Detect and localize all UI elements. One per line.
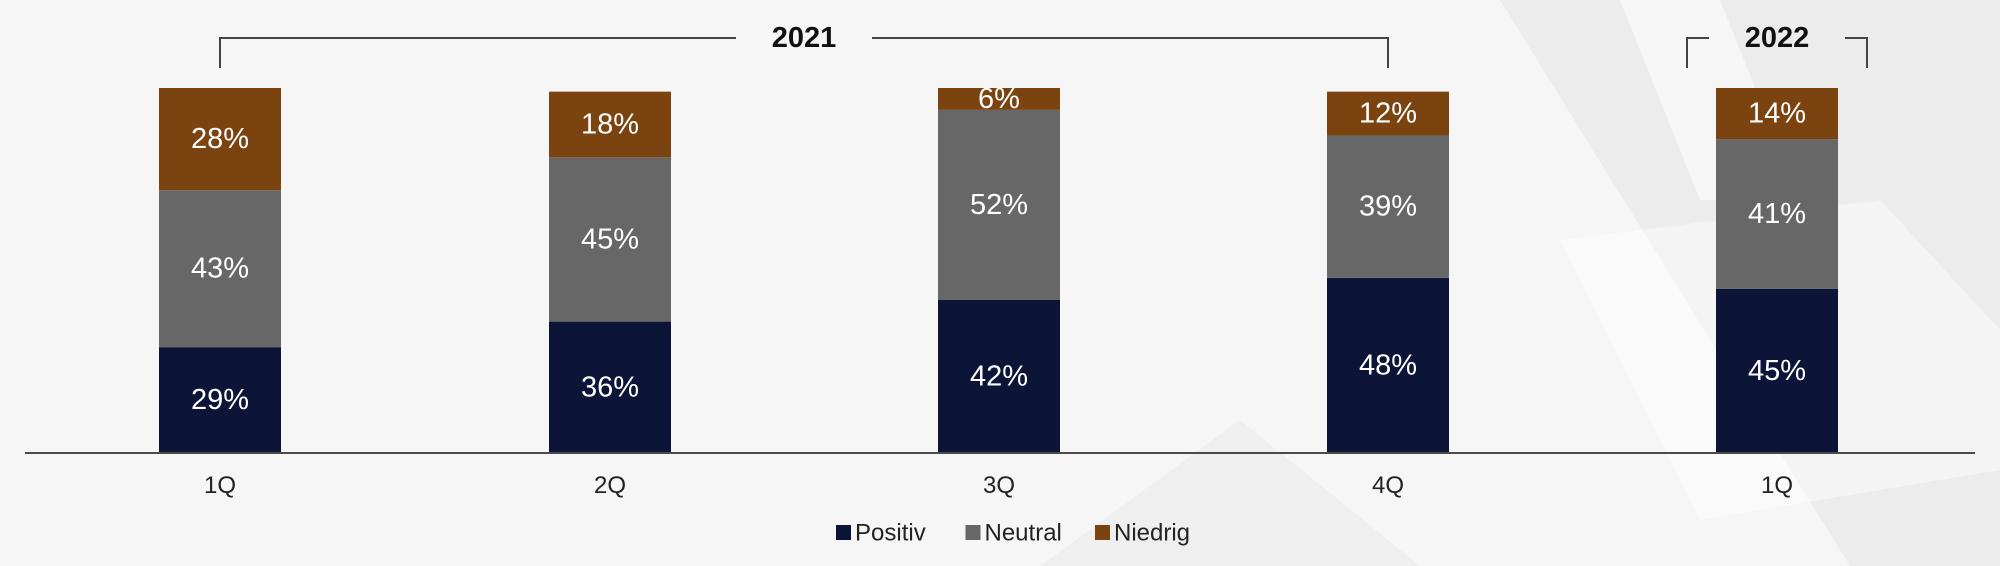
year-group-brackets: 2021 2022 [219,22,1868,68]
legend-swatch-positiv [836,525,851,540]
bar-segment-niedrig [1327,91,1449,136]
data-label: 6% [978,83,1020,115]
group-year-label: 2021 [772,22,837,54]
data-label: 29% [191,384,249,416]
bar-segment-positiv [549,321,671,453]
data-label: 43% [191,253,249,285]
data-label: 28% [191,123,249,155]
data-label: 48% [1359,349,1417,381]
bar-segment-niedrig [938,88,1060,110]
x-tick-label: 1Q [1761,472,1793,499]
data-label: 36% [581,371,639,403]
x-tick-labels: 1Q 2Q 3Q 4Q 1Q [204,472,1793,499]
data-label: 45% [581,223,639,255]
legend: Positiv Neutral Niedrig [836,520,1190,547]
x-tick-label: 4Q [1372,472,1404,499]
legend-label: Neutral [985,520,1062,547]
bar-segment-niedrig [549,91,671,158]
data-label: 14% [1748,98,1806,130]
data-label: 39% [1359,191,1417,223]
bar-segment-neutral [938,109,1060,300]
bar-segment-positiv [1327,277,1449,453]
group-year-label: 2022 [1745,22,1810,54]
data-labels-layer: 29% 43% 28% 36% 45% 18% 42% 52% 6% 48% 39% 12% 45% 41… [191,83,1806,416]
legend-label: Niedrig [1114,520,1190,547]
data-label: 42% [970,360,1028,392]
x-tick-label: 3Q [983,472,1015,499]
legend-label: Positiv [855,520,926,547]
bar-segment-neutral [1327,135,1449,278]
group-bracket-left [219,37,736,68]
data-label: 41% [1748,198,1806,230]
bar-segment-positiv [1716,288,1838,453]
group-bracket-right [872,37,1389,68]
bar-segment-positiv [938,299,1060,453]
bar-segment-niedrig [1716,88,1838,140]
background-decoration [1040,0,2000,566]
bar-segment-neutral [549,157,671,322]
legend-swatch-niedrig [1095,525,1110,540]
bar-segment-neutral [159,190,281,348]
data-label: 18% [581,109,639,141]
data-label: 45% [1748,355,1806,387]
x-tick-label: 2Q [594,472,626,499]
bar-segment-positiv [159,347,281,453]
group-bracket-right [1845,37,1868,68]
data-label: 52% [970,189,1028,221]
x-tick-label: 1Q [204,472,236,499]
group-bracket-left [1686,37,1709,68]
legend-swatch-neutral [965,525,981,540]
data-label: 12% [1359,98,1417,130]
bar-segment-neutral [1716,139,1838,289]
bar-segment-niedrig [159,88,281,191]
bars-layer [159,88,1838,453]
